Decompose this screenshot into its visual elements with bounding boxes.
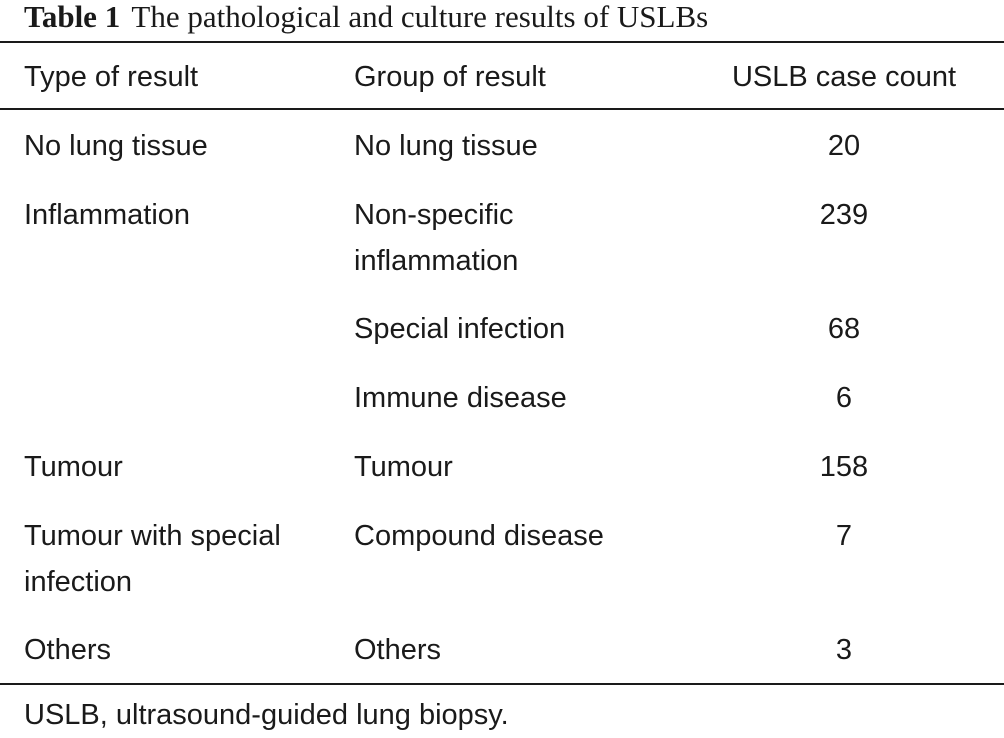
top-rule <box>0 41 1004 43</box>
row-type-cell: No lung tissue <box>24 130 208 162</box>
bottom-rule <box>0 683 1004 685</box>
row-count-cell: 158 <box>819 451 869 483</box>
row-type-cell: Others <box>24 634 112 666</box>
row-count-cell: 68 <box>827 313 861 345</box>
table-caption-label: Table 1 <box>24 0 121 34</box>
row-group-cell: No lung tissue <box>354 130 538 162</box>
table-caption: Table 1 The pathological and culture res… <box>24 0 708 36</box>
header-group-of-result: Group of result <box>354 61 546 93</box>
row-type-cell: Inflammation <box>24 199 191 231</box>
row-count-cell: 20 <box>827 130 861 162</box>
row-count-cell: 3 <box>835 634 853 666</box>
row-count-cell: 7 <box>835 520 853 552</box>
row-group-cell: Tumour <box>354 451 453 483</box>
header-uslb-case-count: USLB case count <box>731 61 957 93</box>
table-caption-text: The pathological and culture results of … <box>131 0 709 34</box>
row-count-cell: 6 <box>835 382 853 414</box>
row-type-cell: Tumour with special infection <box>24 520 281 598</box>
row-group-cell: Non-specific inflammation <box>354 199 519 277</box>
header-type-of-result: Type of result <box>24 61 199 93</box>
table-footnote: USLB, ultrasound-guided lung biopsy. <box>24 699 509 731</box>
row-group-cell: Others <box>354 634 442 666</box>
row-count-cell: 239 <box>819 199 869 231</box>
header-rule <box>0 108 1004 110</box>
row-type-cell: Tumour <box>24 451 123 483</box>
row-group-cell: Compound disease <box>354 520 604 552</box>
row-group-cell: Immune disease <box>354 382 567 414</box>
row-group-cell: Special infection <box>354 313 566 345</box>
